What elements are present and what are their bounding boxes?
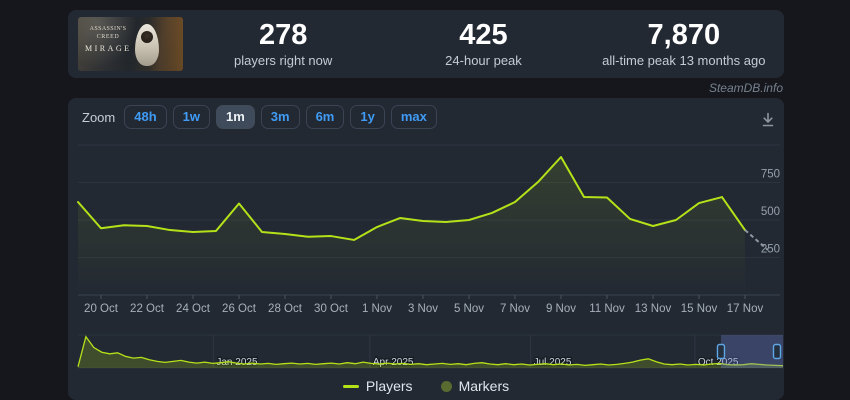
- game-stats-card: ASSASSIN'S CREED MIRAGE 278 players righ…: [68, 10, 784, 78]
- players-line[interactable]: [77, 156, 746, 241]
- navigator-selection[interactable]: [720, 335, 783, 368]
- stat-alltime-peak: 7,870 all-time peak 13 months ago: [584, 18, 784, 69]
- stat-24h-peak: 425 24-hour peak: [383, 18, 583, 69]
- x-tick-label: 7 Nov: [500, 303, 530, 315]
- x-tick-label: 26 Oct: [222, 303, 257, 315]
- y-tick-label-500: 500: [761, 206, 780, 218]
- navigator-line[interactable]: [77, 335, 784, 367]
- x-tick-label: 22 Oct: [130, 303, 165, 315]
- x-tick-label: 11 Nov: [589, 303, 625, 315]
- x-tick-label: 28 Oct: [268, 303, 303, 315]
- download-icon[interactable]: [758, 110, 778, 130]
- legend-swatch-players: [342, 384, 359, 388]
- legend-item-markers[interactable]: Markers: [440, 378, 510, 394]
- stats-row: 278 players right now 425 24-hour peak 7…: [183, 18, 784, 69]
- chart-toolbar: Zoom 48h 1w 1m 3m 6m 1y max: [68, 98, 784, 136]
- capsule-brand-line2: CREED: [96, 33, 120, 40]
- alltime-peak-label: all-time peak 13 months ago: [602, 53, 766, 69]
- capsule-brand-line1: ASSASSIN'S: [89, 26, 127, 32]
- x-tick-label: 20 Oct: [84, 303, 119, 315]
- navigator-label-oct-2025: Oct 2025: [698, 357, 739, 368]
- assassin-hood-figure: [135, 24, 159, 66]
- x-tick-label: 17 Nov: [727, 303, 764, 315]
- zoom-range-max[interactable]: max: [390, 105, 437, 129]
- zoom-range-48h[interactable]: 48h: [124, 105, 167, 129]
- navigator-label-apr-2025: Apr 2025: [373, 357, 414, 368]
- chart-legend: Players Markers: [68, 378, 784, 394]
- legend-label: Markers: [458, 378, 510, 394]
- y-tick-label-750: 750: [761, 169, 780, 181]
- zoom-range-1w[interactable]: 1w: [172, 105, 210, 129]
- capsule-title-text: ASSASSIN'S CREED MIRAGE: [85, 26, 131, 54]
- peak-24h-value: 425: [459, 18, 508, 51]
- x-tick-label: 5 Nov: [454, 303, 484, 315]
- legend-item-players[interactable]: Players: [342, 378, 413, 394]
- capsule-art-haze: [78, 17, 141, 71]
- x-tick-label: 1 Nov: [362, 303, 392, 315]
- legend-label: Players: [365, 378, 413, 394]
- x-tick-label: 24 Oct: [176, 303, 211, 315]
- capsule-game-title: MIRAGE: [85, 44, 132, 53]
- legend-swatch-markers: [440, 380, 452, 392]
- x-tick-label: 3 Nov: [408, 303, 438, 315]
- x-tick-label: 13 Nov: [635, 303, 672, 315]
- players-line-incomplete-dashed: [744, 229, 769, 251]
- zoom-range-buttons: 48h 1w 1m 3m 6m 1y max: [124, 105, 443, 129]
- alltime-peak-value: 7,870: [647, 18, 721, 51]
- navigator-area-fill: [78, 336, 783, 368]
- chart-panel: Zoom 48h 1w 1m 3m 6m 1y max 250 500 750 20 Oct 22 …: [68, 98, 784, 400]
- zoom-label: Zoom: [82, 109, 116, 125]
- x-tick-label: 9 Nov: [546, 303, 576, 315]
- navigator-label-jan-2025: Jan 2025: [216, 357, 258, 368]
- x-tick-label: 15 Nov: [681, 303, 718, 315]
- y-tick-label-250: 250: [761, 244, 780, 256]
- players-area-fill: [78, 157, 745, 295]
- zoom-range-3m[interactable]: 3m: [260, 105, 300, 129]
- current-players-label: players right now: [234, 53, 333, 69]
- zoom-range-1y[interactable]: 1y: [350, 105, 385, 129]
- navigator-label-jul-2025: Jul 2025: [534, 357, 572, 368]
- game-capsule-image[interactable]: ASSASSIN'S CREED MIRAGE: [78, 17, 183, 71]
- current-players-value: 278: [258, 18, 308, 51]
- navigator-handle-right[interactable]: [772, 343, 782, 360]
- zoom-range-1m[interactable]: 1m: [215, 105, 255, 129]
- peak-24h-label: 24-hour peak: [445, 53, 522, 69]
- players-chart[interactable]: 250 500 750 20 Oct 22 Oct 24 Oct 26 Oct 28 Oct 3…: [68, 98, 784, 400]
- steamdb-watermark: SteamDB.info: [708, 81, 783, 95]
- navigator-handle-left[interactable]: [716, 343, 726, 360]
- zoom-range-6m[interactable]: 6m: [305, 105, 345, 129]
- stat-current-players: 278 players right now: [183, 18, 383, 69]
- x-tick-label: 30 Oct: [314, 303, 349, 315]
